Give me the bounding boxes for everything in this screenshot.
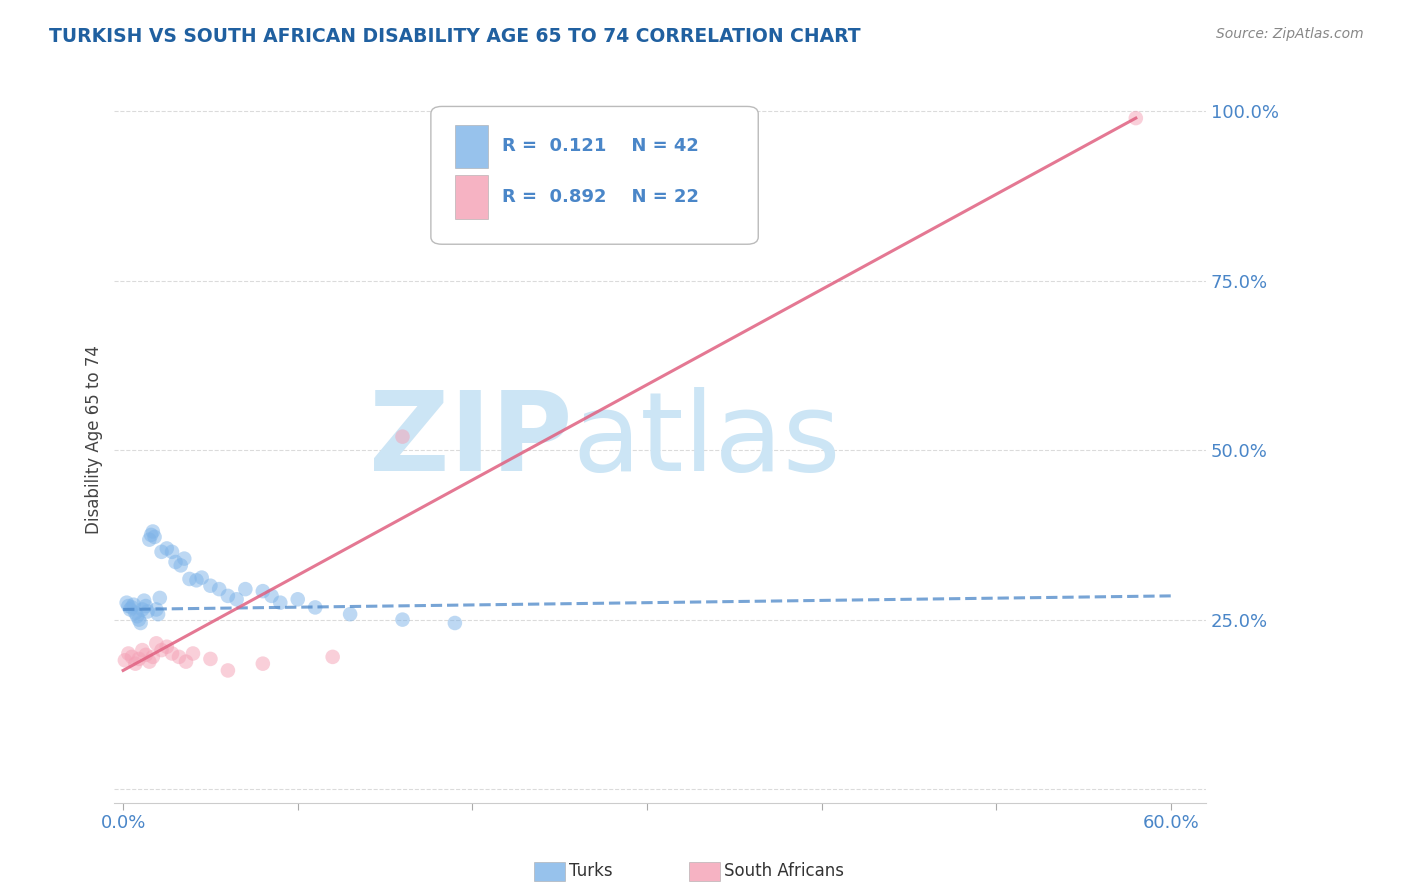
Point (117, 599, 139, 613)
Point (225, 592, 247, 607)
Point (252, 657, 274, 671)
Point (127, 609, 149, 624)
Point (135, 599, 157, 613)
Point (208, 582, 231, 596)
Point (124, 606, 146, 620)
Point (260, 589, 283, 603)
Text: South Africans: South Africans (724, 863, 844, 880)
Point (200, 652, 222, 666)
Point (217, 664, 239, 678)
Point (131, 643, 153, 657)
Point (142, 649, 165, 664)
Text: R =  0.892    N = 22: R = 0.892 N = 22 (502, 188, 699, 206)
FancyBboxPatch shape (430, 106, 758, 244)
Point (150, 643, 173, 657)
Point (173, 551, 195, 566)
Point (120, 602, 142, 616)
Point (181, 647, 204, 661)
Point (149, 591, 172, 605)
Point (156, 640, 179, 654)
Point (160, 545, 183, 559)
Point (186, 574, 208, 588)
Y-axis label: Disability Age 65 to 74: Disability Age 65 to 74 (86, 345, 103, 534)
Point (165, 555, 187, 569)
Point (156, 541, 179, 556)
Point (117, 647, 139, 661)
Point (136, 605, 159, 619)
Point (146, 607, 169, 622)
Point (128, 652, 150, 666)
Point (131, 602, 153, 616)
FancyBboxPatch shape (456, 125, 488, 168)
Point (135, 648, 157, 662)
FancyBboxPatch shape (456, 176, 488, 219)
Point (1125, 111, 1147, 125)
Text: TURKISH VS SOUTH AFRICAN DISABILITY AGE 65 TO 74 CORRELATION CHART: TURKISH VS SOUTH AFRICAN DISABILITY AGE … (49, 27, 860, 45)
Point (391, 613, 413, 627)
Point (179, 572, 201, 586)
Point (304, 600, 326, 615)
Point (174, 655, 197, 669)
Point (145, 636, 167, 650)
Point (235, 582, 257, 596)
Point (145, 602, 167, 616)
Point (139, 528, 162, 542)
Point (129, 615, 152, 630)
Point (339, 607, 361, 622)
Text: atlas: atlas (572, 386, 841, 493)
Text: ZIP: ZIP (370, 386, 572, 493)
Text: Source: ZipAtlas.com: Source: ZipAtlas.com (1216, 27, 1364, 41)
Point (322, 649, 344, 664)
Point (138, 655, 160, 669)
Point (142, 524, 165, 539)
Point (252, 584, 274, 599)
Point (217, 589, 239, 603)
Point (114, 653, 136, 667)
Point (160, 647, 183, 661)
Text: R =  0.121    N = 42: R = 0.121 N = 42 (502, 137, 699, 155)
Point (121, 649, 143, 664)
Point (124, 657, 146, 671)
Point (444, 615, 467, 630)
Point (200, 579, 222, 593)
Point (190, 571, 212, 585)
Point (128, 613, 150, 627)
Text: Turks: Turks (569, 863, 613, 880)
Point (122, 598, 145, 612)
Point (132, 593, 155, 607)
Point (391, 429, 413, 443)
Point (115, 596, 138, 610)
Point (167, 649, 190, 664)
Point (170, 558, 193, 573)
Point (287, 592, 309, 607)
Point (138, 533, 160, 547)
Point (121, 600, 143, 615)
Point (143, 530, 166, 544)
Point (150, 545, 173, 559)
Point (269, 596, 291, 610)
